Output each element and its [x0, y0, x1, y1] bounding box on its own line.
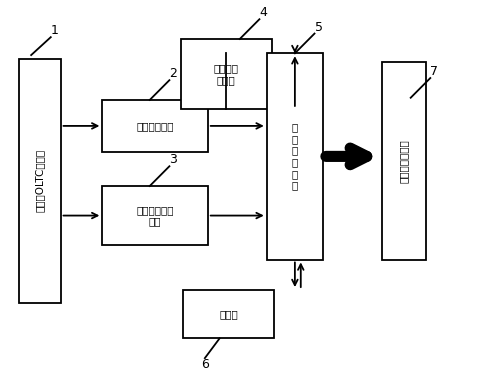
Text: 转动角度测量
机构: 转动角度测量 机构: [136, 205, 174, 226]
Bar: [19, 59, 60, 302]
Bar: [181, 39, 271, 109]
Text: 3: 3: [169, 153, 177, 166]
Text: 信
息
处
理
单
元: 信 息 处 理 单 元: [292, 123, 298, 190]
Bar: [382, 62, 426, 259]
Text: 扝矩测量机构: 扝矩测量机构: [136, 121, 174, 131]
Bar: [266, 53, 323, 259]
Text: 变压器OLTC传动轴: 变压器OLTC传动轴: [35, 149, 45, 212]
Text: 4: 4: [259, 6, 267, 19]
Text: 2: 2: [169, 67, 177, 80]
Text: 5: 5: [314, 21, 322, 34]
Bar: [183, 290, 274, 339]
Bar: [102, 186, 208, 245]
Text: 远程系统和终端: 远程系统和终端: [399, 139, 409, 183]
Text: 调档周期
计时器: 调档周期 计时器: [214, 63, 239, 85]
Text: 数据库: 数据库: [219, 309, 238, 319]
Text: 1: 1: [51, 24, 59, 37]
Text: 7: 7: [430, 65, 438, 78]
Bar: [102, 100, 208, 152]
Text: 6: 6: [201, 358, 209, 371]
